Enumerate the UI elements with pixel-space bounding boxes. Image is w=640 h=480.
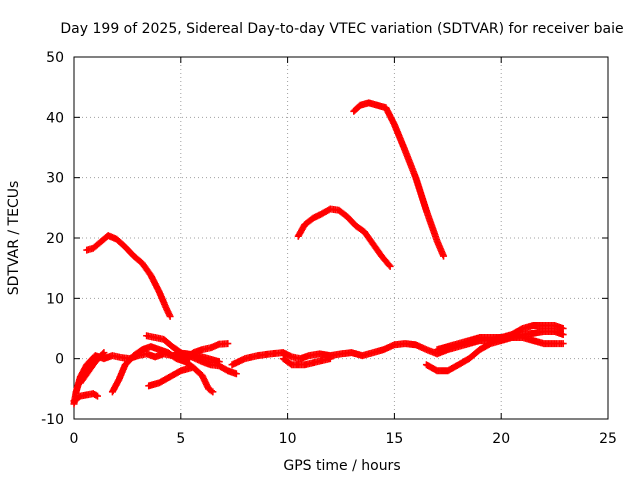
y-tick-label: 30 bbox=[46, 171, 64, 187]
series-arc-1 bbox=[83, 232, 174, 320]
data-point bbox=[93, 392, 101, 400]
y-tick-label: 10 bbox=[46, 291, 64, 307]
x-tick-label: 25 bbox=[599, 431, 617, 447]
data-point bbox=[99, 350, 107, 358]
data-point bbox=[92, 391, 100, 399]
data-point bbox=[326, 355, 334, 363]
data-point bbox=[215, 358, 223, 366]
data-point bbox=[224, 340, 232, 348]
series-arc-6 bbox=[76, 349, 108, 387]
y-tick-label: 20 bbox=[46, 231, 64, 247]
series-arc-15 bbox=[433, 321, 567, 354]
series-arc-12 bbox=[228, 328, 567, 369]
y-tick-label: 0 bbox=[55, 352, 64, 368]
y-axis-label: SDTVAR / TECUs bbox=[6, 181, 22, 296]
data-point bbox=[440, 252, 448, 260]
data-point bbox=[385, 261, 393, 269]
x-tick-label: 0 bbox=[70, 431, 79, 447]
series-arc-13 bbox=[279, 355, 334, 369]
data-point bbox=[559, 340, 567, 348]
data-point bbox=[209, 388, 217, 396]
grid-layer bbox=[74, 57, 608, 419]
x-tick-label: 15 bbox=[385, 431, 403, 447]
y-tick-label: 40 bbox=[46, 110, 64, 126]
x-tick-label: 5 bbox=[176, 431, 185, 447]
data-point bbox=[187, 364, 195, 372]
data-point bbox=[100, 349, 108, 357]
tick-layer: 0 5 10 15 20 25 -10 0 10 20 30 40 50 bbox=[41, 50, 617, 447]
chart-title: Day 199 of 2025, Sidereal Day-to-day VTE… bbox=[60, 21, 623, 37]
series-arc-11 bbox=[173, 349, 223, 366]
y-tick-label: 50 bbox=[46, 50, 64, 66]
data-layer bbox=[70, 99, 567, 408]
x-tick-label: 10 bbox=[279, 431, 297, 447]
data-point bbox=[232, 370, 240, 378]
series-arc-14 bbox=[422, 334, 567, 375]
data-point bbox=[559, 325, 567, 332]
series-arc-9 bbox=[145, 364, 195, 390]
series-arc-2 bbox=[294, 205, 394, 270]
x-axis-label: GPS time / hours bbox=[283, 458, 400, 474]
y-tick-label: -10 bbox=[41, 412, 64, 428]
data-point bbox=[559, 331, 567, 339]
data-point bbox=[386, 262, 394, 270]
data-point bbox=[207, 387, 215, 395]
series-arc-3 bbox=[350, 99, 448, 260]
x-tick-label: 20 bbox=[492, 431, 510, 447]
data-point bbox=[166, 312, 174, 320]
series-arc-5 bbox=[70, 390, 101, 405]
